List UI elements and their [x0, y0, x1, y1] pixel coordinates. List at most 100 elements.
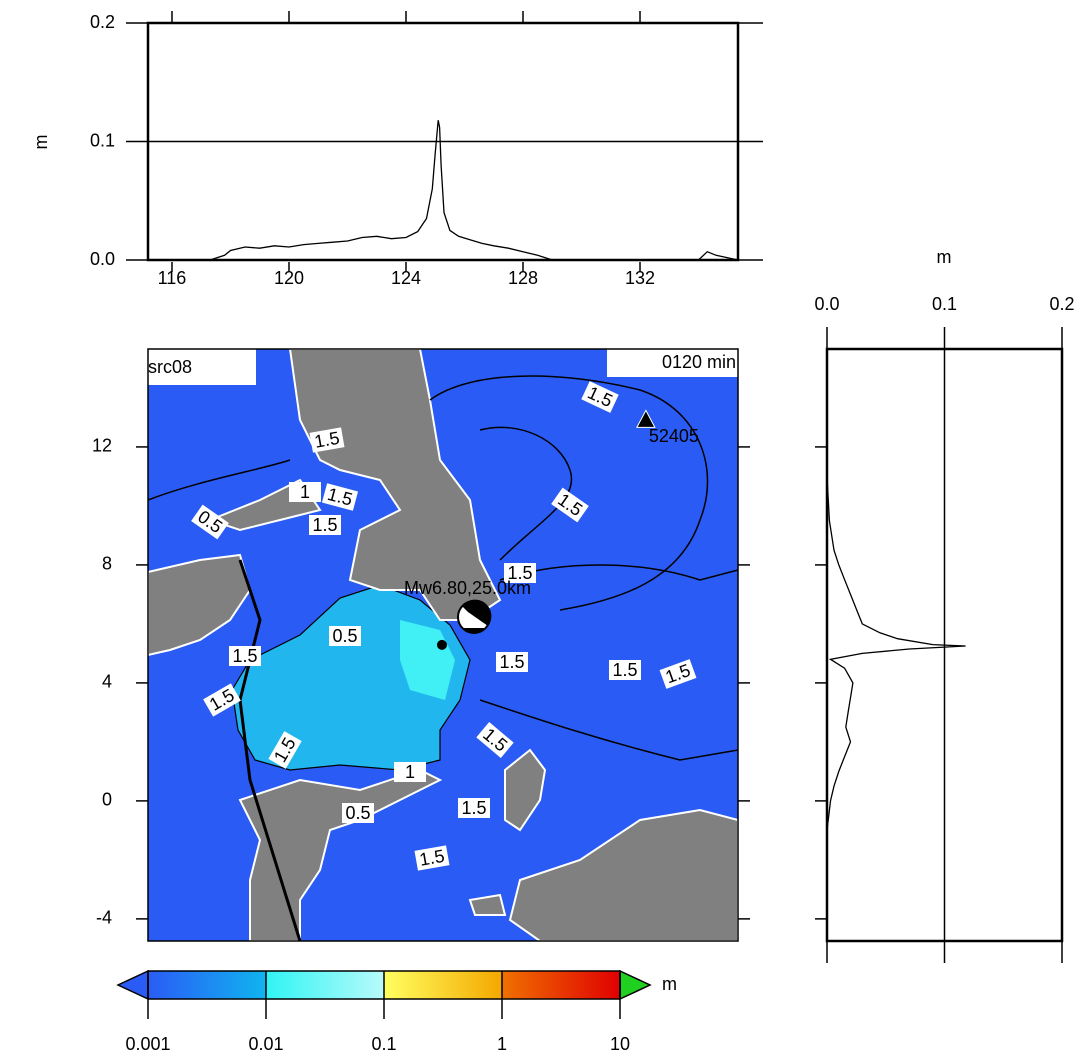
colorbar-tick-label: 0.01: [248, 1034, 283, 1054]
x-tick-label: 0.2: [1049, 294, 1074, 314]
colorbar-segment: [148, 971, 266, 999]
contour-label-box: 1: [394, 762, 426, 782]
colorbar-under: [116, 969, 149, 1001]
land: [468, 893, 507, 916]
contour-line: [479, 426, 573, 561]
colorbar-tick-label: 0.001: [125, 1034, 170, 1054]
contour-label: 1.5: [232, 646, 257, 666]
contour-line: [147, 459, 291, 501]
contour-label: 1: [300, 482, 310, 502]
label-bg: [329, 626, 361, 646]
label-bg: [659, 659, 697, 689]
time-label: 0120 min: [662, 352, 736, 372]
contour-label: 0.5: [332, 626, 357, 646]
colorbar-over: [619, 969, 652, 1001]
contour-label: 1: [405, 762, 415, 782]
contour-label: 1.5: [418, 846, 446, 870]
profile-line: [148, 120, 739, 261]
label-bg: [309, 427, 345, 453]
source-label: Mw6.80,25.0km: [404, 578, 531, 598]
contour-label-box: 1.5: [268, 731, 302, 769]
label-bg: [414, 845, 450, 871]
y-tick-label: 0.2: [90, 12, 115, 32]
label-bg: [609, 660, 641, 680]
land: [238, 768, 443, 942]
plot-frame: [146, 21, 740, 262]
contour-label-box: 1.5: [458, 798, 490, 818]
contour-label-box: 1: [289, 482, 321, 502]
contour-label-box: 1.5: [414, 845, 450, 871]
contour-label: 1.5: [461, 798, 486, 818]
label-bg: [203, 683, 241, 717]
label-bg: [394, 762, 426, 782]
label-bg: [321, 483, 359, 511]
contour-label-box: 1.5: [504, 563, 536, 583]
label-bg: [229, 646, 261, 666]
contour-label-box: 1.5: [496, 652, 528, 672]
colorbar-segment: [384, 971, 502, 999]
colorbar-tick-label: 10: [610, 1034, 630, 1054]
contour-label-box: 1.5: [229, 646, 261, 666]
x-tick-label: 120: [274, 268, 304, 288]
contour-line: [479, 699, 739, 761]
label-bg: [476, 722, 514, 758]
x-axis-title: m: [937, 247, 952, 267]
label-bg: [496, 652, 528, 672]
x-tick-label: 128: [508, 268, 538, 288]
label-bg: [458, 798, 490, 818]
contour-line: [429, 375, 709, 611]
map-title: src08: [148, 357, 192, 377]
y-tick-label: 12: [92, 436, 112, 456]
colorbar-segment: [502, 971, 620, 999]
colorbar-unit: m: [662, 974, 677, 994]
y-tick-label: -4: [96, 908, 112, 928]
contour-label: 1.5: [612, 660, 637, 680]
y-tick-label: 4: [102, 672, 112, 692]
contour-label-box: 0.5: [329, 626, 361, 646]
x-tick-label: 132: [625, 268, 655, 288]
x-tick-label: 0.1: [932, 294, 957, 314]
contour-label: 1.5: [507, 563, 532, 583]
contour-label-box: 1.5: [309, 515, 341, 535]
title-bg: [140, 349, 256, 385]
plot-frame: [825, 347, 1064, 943]
colorbar-tick-label: 0.1: [371, 1034, 396, 1054]
y-tick-label: 0.1: [90, 130, 115, 150]
colorbar-tick-label: 1: [497, 1034, 507, 1054]
label-bg: [309, 515, 341, 535]
label-bg: [289, 482, 321, 502]
map-frame: [147, 348, 739, 942]
label-bg: [342, 803, 374, 823]
map-panel: 1.51.50.51 1.51.51.51.50.51.5 1.5 1.5 1.51.5…: [140, 348, 739, 942]
land: [288, 348, 502, 621]
station-marker: [636, 409, 656, 428]
label-bg: [551, 487, 589, 523]
profile-line: [826, 349, 966, 941]
station-label: 52405: [649, 426, 699, 446]
y-tick-label: 8: [102, 554, 112, 574]
land: [504, 748, 547, 832]
x-tick-label: 124: [391, 268, 421, 288]
label-bg: [191, 504, 229, 540]
contour-label: 0.5: [345, 803, 370, 823]
y-tick-label: 0: [102, 790, 112, 810]
contour-label: 1.5: [499, 652, 524, 672]
contour-label: 1.5: [313, 428, 341, 452]
epicenter: [436, 639, 447, 650]
time-bg: [607, 349, 738, 377]
focal-mechanism-fill: [462, 599, 492, 634]
colorbar-segment: [266, 971, 384, 999]
contour-label: 1.5: [312, 515, 337, 535]
contour-label-box: 0.5: [342, 803, 374, 823]
y-tick-label: 0.0: [90, 249, 115, 269]
land: [147, 553, 252, 657]
contour-label-box: 1.5: [609, 660, 641, 680]
y-axis-title: m: [31, 135, 51, 150]
label-bg: [268, 731, 302, 769]
contour-label-box: 1.5: [309, 427, 345, 453]
x-tick-label: 116: [158, 268, 187, 288]
x-tick-label: 0.0: [814, 294, 839, 314]
label-bg: [504, 563, 536, 583]
label-bg: [581, 381, 619, 413]
